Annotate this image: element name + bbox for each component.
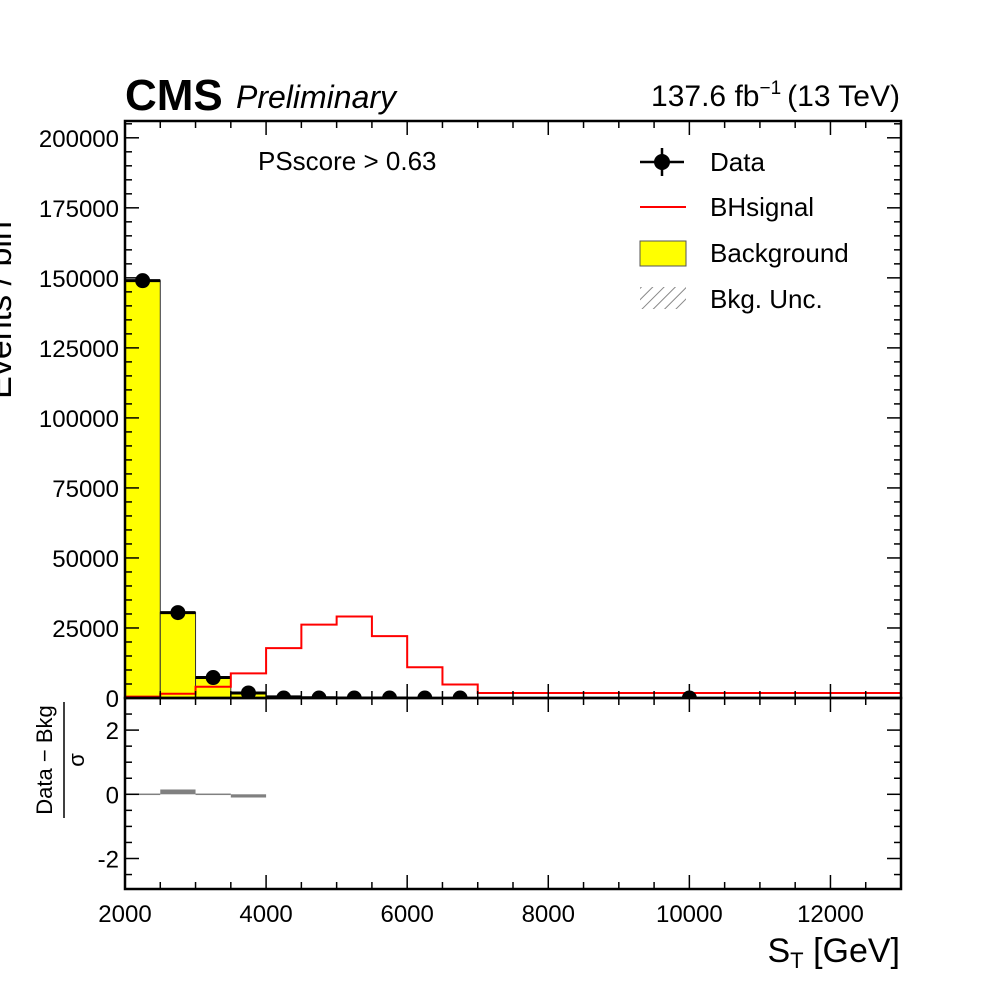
signal-step-line xyxy=(125,615,901,698)
data-point xyxy=(170,605,186,621)
x-tick-label: 10000 xyxy=(656,901,723,928)
background-histogram xyxy=(125,279,408,698)
y-axis-title: Events / bin xyxy=(0,221,19,399)
ratio-bar xyxy=(230,794,267,798)
signal-histogram xyxy=(125,615,901,698)
ratio-bar xyxy=(160,789,196,795)
legend-background-label: Background xyxy=(710,238,849,268)
data-point xyxy=(346,690,362,698)
y-tick-label: 175000 xyxy=(39,196,119,223)
ratio-bar xyxy=(125,793,161,796)
y-tick-label: 50000 xyxy=(52,546,119,573)
x-tick-label: 8000 xyxy=(522,901,575,928)
x-axis-title: ST [GeV] xyxy=(767,932,900,973)
x-tick-label: 6000 xyxy=(380,901,433,928)
legend-unc-entry: Bkg. Unc. xyxy=(640,284,823,314)
data-point xyxy=(240,685,256,698)
ratio-y-numerator: Data − Bkg xyxy=(32,705,57,814)
data-point xyxy=(311,690,327,698)
x-tick-label: 4000 xyxy=(239,901,292,928)
y-tick-label: 125000 xyxy=(39,336,119,363)
background-swatch-icon xyxy=(639,240,687,267)
data-point xyxy=(276,690,292,698)
tick-labels: 0250005000075000100000125000150000175000… xyxy=(39,126,864,928)
y-tick-label: 75000 xyxy=(52,476,119,503)
y-tick-label: 150000 xyxy=(39,266,119,293)
data-marker-icon xyxy=(654,154,670,170)
lumi-label: 137.6 fb−1 (13 TeV) xyxy=(651,78,900,113)
legend-data-label: Data xyxy=(710,147,765,177)
legend-unc-label: Bkg. Unc. xyxy=(710,284,823,314)
ratio-y-tick-label: 0 xyxy=(106,782,119,809)
data-points xyxy=(135,273,697,698)
y-tick-label: 25000 xyxy=(52,616,119,643)
background-bar xyxy=(159,612,197,698)
data-point xyxy=(382,690,398,698)
data-point xyxy=(452,690,468,698)
axis-ticks xyxy=(124,121,902,889)
x-tick-label: 12000 xyxy=(797,901,864,928)
background-bar xyxy=(125,280,161,698)
ratio-y-title: Data − Bkg σ xyxy=(32,702,89,818)
legend-signal-label: BHsignal xyxy=(710,192,814,222)
y-tick-label: 0 xyxy=(106,686,119,713)
experiment-label: CMS xyxy=(125,71,223,120)
data-point xyxy=(135,273,151,289)
ratio-frame xyxy=(123,696,903,891)
hatch-swatch-icon xyxy=(640,287,686,309)
y-tick-label: 100000 xyxy=(39,406,119,433)
legend-background-entry: Background xyxy=(639,238,849,268)
legend-data-entry: Data xyxy=(640,147,765,177)
x-tick-label: 2000 xyxy=(98,901,151,928)
legend-signal-entry: BHsignal xyxy=(640,192,814,222)
ratio-y-denominator: σ xyxy=(64,753,89,767)
ratio-bar xyxy=(195,793,231,796)
main-plot-area xyxy=(125,273,901,698)
ratio-y-tick-label: 2 xyxy=(106,718,119,745)
y-tick-label: 200000 xyxy=(39,126,119,153)
data-point xyxy=(417,690,433,698)
status-label: Preliminary xyxy=(236,79,398,115)
data-point xyxy=(205,670,221,686)
legend: Data BHsignal Background Bkg. Unc. xyxy=(639,147,849,314)
ratio-y-tick-label: -2 xyxy=(98,847,119,874)
ratio-plot-area xyxy=(125,789,267,798)
selection-annotation: PSscore > 0.63 xyxy=(258,146,437,176)
